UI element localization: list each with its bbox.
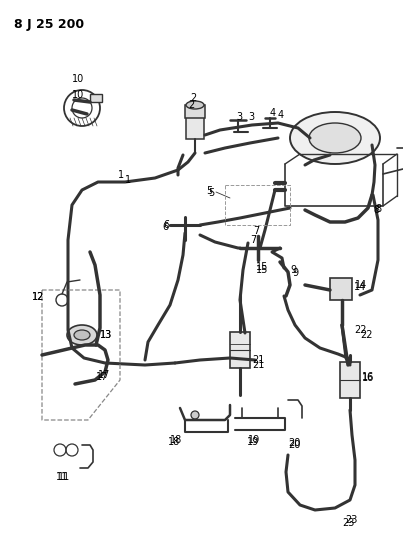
Text: 13: 13 (100, 330, 112, 340)
Text: 6: 6 (162, 222, 168, 232)
Bar (230, 332, 250, 368)
Text: 1: 1 (125, 175, 131, 185)
Text: 18: 18 (168, 437, 180, 447)
Text: 10: 10 (72, 90, 84, 100)
Text: 16: 16 (362, 373, 374, 383)
Text: 8: 8 (375, 204, 381, 214)
Text: 7: 7 (253, 226, 259, 236)
Text: 23: 23 (345, 515, 357, 525)
Bar (90, 94, 102, 102)
Text: 5: 5 (206, 186, 212, 196)
Text: 23: 23 (342, 518, 354, 528)
Text: 16: 16 (362, 372, 374, 382)
Text: 11: 11 (58, 472, 70, 482)
Text: 17: 17 (98, 370, 110, 380)
Text: 20: 20 (288, 440, 300, 450)
Bar (340, 362, 360, 398)
Bar (185, 105, 205, 118)
Text: 10: 10 (72, 74, 84, 84)
Text: 5: 5 (208, 188, 214, 198)
Ellipse shape (290, 112, 380, 164)
Text: 9: 9 (290, 265, 296, 275)
Bar (186, 117, 204, 139)
Text: 14: 14 (355, 280, 367, 290)
Text: 2: 2 (188, 100, 194, 110)
Text: 1: 1 (118, 170, 124, 180)
Text: 3: 3 (248, 112, 254, 122)
Text: 4: 4 (270, 108, 276, 118)
Ellipse shape (74, 330, 90, 340)
Text: 7: 7 (250, 235, 256, 245)
Text: 17: 17 (96, 372, 108, 382)
Text: 22: 22 (354, 325, 366, 335)
Text: 6: 6 (163, 220, 169, 230)
Text: 19: 19 (247, 437, 259, 447)
Bar (330, 278, 352, 300)
Text: 8 J 25 200: 8 J 25 200 (14, 18, 84, 31)
Circle shape (191, 411, 199, 419)
Text: 11: 11 (56, 472, 68, 482)
Text: 13: 13 (100, 330, 112, 340)
Ellipse shape (186, 101, 204, 109)
Text: 9: 9 (292, 268, 298, 278)
Text: 15: 15 (256, 265, 268, 275)
Text: 8: 8 (373, 205, 379, 215)
Text: 12: 12 (32, 292, 44, 302)
Text: 21: 21 (252, 355, 264, 365)
Ellipse shape (67, 325, 97, 345)
Text: 2: 2 (190, 93, 196, 103)
Text: 18: 18 (170, 435, 182, 445)
Text: 21: 21 (252, 360, 264, 370)
Text: 20: 20 (288, 438, 300, 448)
Text: 3: 3 (236, 112, 242, 122)
Text: 14: 14 (354, 282, 366, 292)
Text: 12: 12 (32, 292, 44, 302)
Ellipse shape (309, 123, 361, 153)
Text: 4: 4 (278, 110, 284, 120)
Text: 15: 15 (256, 262, 268, 272)
Text: 22: 22 (360, 330, 372, 340)
Text: 19: 19 (248, 435, 260, 445)
